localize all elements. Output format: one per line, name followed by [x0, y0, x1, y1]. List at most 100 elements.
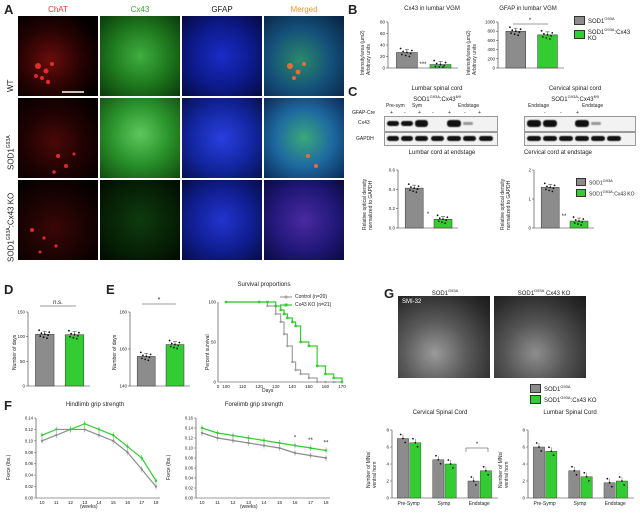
surv-ytick-label: 50 — [211, 340, 217, 345]
b-left-point — [411, 49, 413, 52]
e-chart-point — [144, 358, 147, 361]
b-legend-ko: SOD1G93A:Cx43 KO — [574, 27, 640, 42]
c-row-cx43: Cx43 — [358, 120, 370, 126]
c-left-bar — [404, 187, 424, 229]
mn-cerv-bar — [409, 442, 422, 499]
fore-chart-ytick-label: 0.00 — [185, 496, 194, 501]
e-chart-point — [177, 344, 180, 347]
micrograph-wt-merged — [264, 16, 344, 96]
mn-lumb-point — [552, 454, 555, 457]
mn-cerv-point — [435, 454, 437, 457]
survival-xlabel: Days — [262, 388, 274, 394]
hind-chart-point — [154, 479, 158, 483]
col-cx43: Cx43 — [130, 5, 150, 14]
mn-cerv-ytick-label: 0 — [386, 496, 389, 501]
b-left-bar — [396, 52, 418, 69]
mn-lumb-bar — [568, 470, 581, 499]
micrograph-wt-cx43 — [100, 16, 180, 96]
micrograph-sod1-chat — [18, 98, 98, 178]
surv-point-ko — [257, 300, 261, 304]
b-left-point — [444, 61, 447, 64]
c-left-point — [408, 189, 411, 192]
e-chart-point — [169, 345, 172, 348]
fore-chart-xtick-label: 12 — [230, 500, 236, 505]
b-right-ytick-label: 0 — [492, 66, 495, 71]
fore-chart-ytick-label: 0.04 — [185, 476, 194, 481]
surv-xtick-label: 110 — [239, 384, 247, 389]
fore-chart-ytick-label: 0.16 — [185, 416, 194, 421]
fore-chart-point — [200, 426, 204, 430]
hind-chart-xtick-label: 14 — [96, 500, 102, 505]
mn-cerv-point — [482, 465, 485, 468]
mn-lumb-point — [587, 479, 590, 482]
legend-swatch-control — [574, 16, 585, 25]
mn-cerv-bar — [432, 459, 445, 499]
e-chart-point — [139, 351, 142, 354]
e-chart-bar — [165, 344, 185, 387]
fore-chart-point — [278, 446, 281, 450]
b-left-point — [408, 55, 411, 58]
mn-cerv-point — [416, 445, 419, 448]
micrograph-wt-chat — [18, 16, 98, 96]
fore-chart-ytick-label: 0.12 — [185, 436, 194, 441]
hind-chart-point — [83, 428, 86, 431]
cervical-sig: * — [476, 442, 479, 448]
c-row-gapdh: GAPDH — [356, 136, 374, 142]
fore-xlabel: (weeks) — [240, 504, 258, 510]
hind-chart-xtick-label: 12 — [68, 500, 74, 505]
fore-chart-point — [216, 436, 219, 440]
surv-point-ko — [315, 364, 319, 368]
b-left-point — [399, 47, 402, 50]
hind-chart-point — [83, 422, 86, 425]
c-cervical-chart-title: Cervical cord at endstage — [523, 150, 593, 156]
c-right-point — [544, 188, 547, 191]
panel-d-letter: D — [4, 282, 14, 297]
d-chart-point — [76, 334, 79, 337]
blot-lumbar-cx43 — [384, 116, 498, 132]
e-chart-point — [142, 354, 144, 357]
d-chart-point — [40, 332, 43, 335]
legend-swatch-ko — [574, 30, 585, 39]
d-chart-point — [78, 331, 80, 334]
b-right-chart: 0 200 400 600 800 1000 * — [485, 18, 564, 71]
c-right-title: Cervical spinal cord — [548, 86, 602, 92]
surv-point-ko — [279, 308, 282, 312]
surv-point-ko — [299, 340, 302, 344]
hind-chart-ytick-label: 0.10 — [25, 438, 34, 443]
blot-cervical-gapdh — [524, 132, 636, 146]
surv-xtick-label: 140 — [289, 384, 297, 389]
surv-xtick-label: 120 — [255, 384, 263, 389]
col-gfap: GFAP — [211, 5, 233, 14]
e-chart-point — [174, 343, 176, 346]
surv-point-control — [274, 312, 277, 316]
fore-chart-xtick-label: 17 — [308, 500, 314, 505]
fore-chart-point — [262, 444, 266, 447]
fore-chart-point — [278, 441, 281, 445]
c-left-point — [410, 186, 412, 189]
e-chart-point — [147, 359, 150, 362]
surv-point-control — [299, 372, 302, 376]
mn-lumb-point — [571, 465, 573, 468]
hind-chart-point — [154, 485, 158, 488]
e-chart-point — [176, 347, 179, 350]
mn-cerv-ytick-label: 4 — [386, 462, 389, 467]
b-right-point — [517, 34, 520, 37]
b-right-ylabel: Intensity/area (µm2) Arbitrary units — [466, 30, 478, 75]
c-legend-swatch-control — [576, 178, 586, 187]
b-left-point — [443, 64, 446, 67]
c-left-bar — [433, 219, 453, 229]
mn-cerv-point — [414, 441, 417, 444]
mn-cerv-point — [470, 476, 473, 478]
mn-lumb-point — [538, 446, 540, 448]
c-stage-end2: Endstage — [528, 103, 550, 109]
b-left-title: Cx43 in lumbar VGM — [404, 6, 460, 12]
col-merged: Merged — [290, 5, 318, 14]
surv-point-control — [266, 304, 269, 308]
c-left-point — [445, 219, 448, 222]
hind-chart-ytick-label: 0.00 — [25, 496, 34, 501]
b-right-point — [551, 31, 554, 34]
d-chart-point — [47, 334, 49, 337]
b-left-sig: *** — [419, 62, 427, 68]
c-right-point — [552, 187, 555, 190]
